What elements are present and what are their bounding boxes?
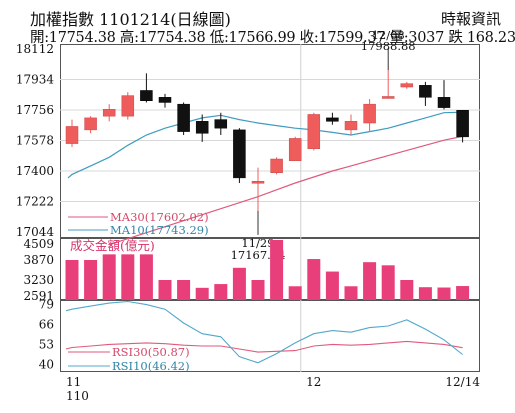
- price-tick-label: 18112: [16, 42, 54, 56]
- volume-panel: [60, 238, 480, 300]
- candle-body: [381, 96, 395, 99]
- ma30-legend-label: MA30(17602.02): [110, 210, 209, 224]
- volume-bar: [65, 259, 79, 300]
- volume-bar: [288, 286, 302, 300]
- low-date-label: 11/29: [241, 236, 274, 250]
- rsi10-line: [65, 300, 463, 364]
- volume-bar: [325, 271, 339, 300]
- candle-body: [456, 110, 469, 138]
- candle-body: [140, 90, 153, 101]
- volume-bar: [195, 287, 209, 300]
- volume-bar: [84, 259, 98, 300]
- volume-bar: [456, 286, 470, 300]
- rsi-tick-label: 40: [39, 357, 54, 371]
- price-tick-label: 17400: [16, 164, 54, 178]
- ma10-line: [67, 111, 463, 179]
- volume-bar: [139, 254, 153, 300]
- high-value-label: 17988.88: [361, 39, 416, 53]
- candle-body: [419, 85, 432, 98]
- candle-body: [288, 138, 302, 161]
- candle-body: [270, 158, 283, 173]
- price-tick-label: 17222: [16, 195, 54, 209]
- candle-body: [121, 95, 135, 117]
- volume-tick-label: 3870: [23, 253, 54, 267]
- volume-tick-label: 2591: [23, 289, 54, 303]
- volume-bar: [232, 267, 246, 300]
- candle-body: [400, 83, 414, 88]
- price-tick-label: 17934: [16, 73, 55, 87]
- candle-body: [84, 117, 97, 131]
- candle-body: [65, 126, 79, 144]
- rsi30-line: [65, 340, 463, 353]
- candle-body: [214, 119, 228, 129]
- ma30-line: [109, 135, 463, 246]
- volume-bar: [121, 254, 135, 300]
- price-tick-label: 17756: [16, 103, 54, 117]
- volume-bar: [270, 240, 284, 300]
- rsi30-legend-label: RSI30(50.87): [112, 345, 190, 359]
- candle-body: [326, 117, 339, 122]
- rsi-tick-label: 66: [39, 318, 54, 332]
- volume-bar: [400, 280, 414, 300]
- candle-body: [307, 114, 321, 149]
- rsi-tick-label: 53: [39, 337, 54, 351]
- volume-bar: [177, 280, 191, 300]
- price-tick-label: 17578: [16, 134, 54, 148]
- candle-body: [437, 97, 451, 108]
- candle-body: [158, 97, 172, 103]
- volume-tick-label: 3230: [23, 273, 54, 287]
- high-date-label: 12/08: [372, 28, 405, 42]
- ohlc-stats: 開:17754.38 高:17754.38 低:17566.99 收:17599…: [30, 30, 515, 46]
- volume-bar: [307, 259, 321, 300]
- volume-bar: [418, 287, 432, 300]
- candle-body: [363, 103, 376, 124]
- x-tick-sublabel: 110: [66, 389, 89, 403]
- candle-body: [233, 129, 246, 179]
- candle-body: [102, 109, 116, 117]
- volume-bar: [158, 280, 172, 300]
- chart-title: 加權指數 1101214(日線圖): [30, 10, 231, 29]
- price-tick-label: 17044: [16, 225, 55, 239]
- candle-body: [344, 121, 358, 131]
- volume-tick-label: 4509: [23, 237, 54, 251]
- volume-bar: [251, 280, 265, 300]
- candle-body: [251, 181, 265, 184]
- volume-bar: [363, 262, 377, 300]
- ma10-legend-label: MA10(17743.29): [110, 223, 209, 237]
- rsi-panel: [60, 300, 480, 372]
- volume-bar: [381, 265, 395, 300]
- source-label: 時報資訊: [440, 10, 501, 28]
- volume-bar: [344, 286, 358, 300]
- x-tick-label: 11: [66, 375, 81, 389]
- x-tick-label: 12/14: [445, 375, 480, 389]
- volume-title: 成交金額(億元): [70, 238, 155, 253]
- candle-body: [195, 121, 209, 134]
- rsi-tick-label: 79: [39, 298, 54, 312]
- candle-body: [177, 103, 190, 132]
- volume-bar: [214, 284, 228, 300]
- volume-bar: [437, 287, 451, 300]
- volume-bar: [102, 254, 116, 300]
- x-tick-label: 12: [306, 375, 321, 389]
- rsi10-legend-label: RSI10(46.42): [112, 359, 190, 373]
